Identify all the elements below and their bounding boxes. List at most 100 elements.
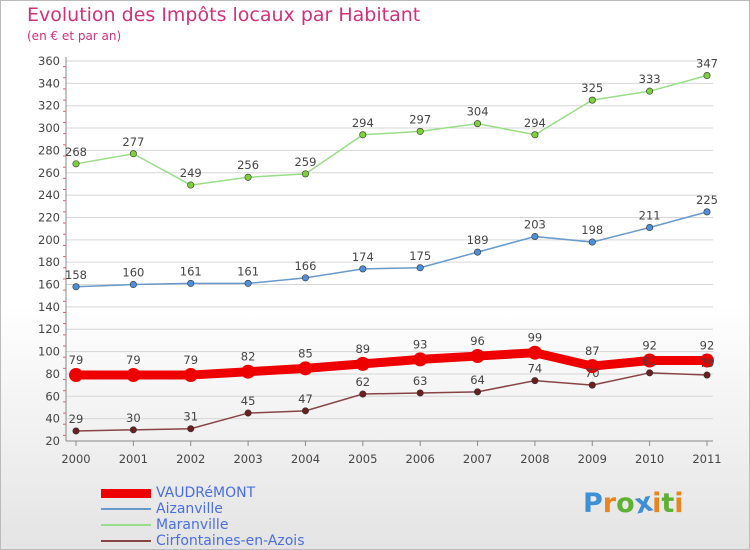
data-point <box>416 389 424 397</box>
logo-letter: t <box>661 488 675 519</box>
x-tick-label: 2006 <box>406 452 435 466</box>
data-point <box>69 368 83 383</box>
data-label: 79 <box>69 353 84 367</box>
y-tick-label: 320 <box>38 99 60 113</box>
data-point <box>244 409 252 417</box>
data-label: 96 <box>470 334 485 348</box>
data-label: 294 <box>524 116 546 130</box>
data-label: 47 <box>298 392 313 406</box>
x-tick-label: 2002 <box>176 452 205 466</box>
legend-item: Maranville <box>101 517 401 533</box>
data-label: 249 <box>180 166 202 180</box>
data-label: 268 <box>65 145 87 159</box>
chart-subtitle: (en € et par an) <box>27 29 122 43</box>
data-point <box>244 279 252 287</box>
x-tick-label: 2009 <box>578 452 607 466</box>
y-tick-label: 80 <box>45 367 60 381</box>
y-tick-label: 60 <box>45 389 60 403</box>
data-label: 304 <box>467 105 489 119</box>
legend-label: Cirfontaines-en-Azois <box>156 533 305 549</box>
data-label: 325 <box>581 81 603 95</box>
data-label: 158 <box>65 268 87 282</box>
y-tick-label: 220 <box>38 210 60 224</box>
axes: 20 40 60 80 100 120 140 160 180 200 220 240 260 280 30… <box>38 54 722 466</box>
legend-label: Aizanville <box>156 501 223 517</box>
legend-swatch <box>101 508 151 510</box>
data-point <box>183 368 198 383</box>
y-tick-label: 260 <box>38 166 60 180</box>
data-point <box>301 407 309 415</box>
data-point <box>72 427 80 435</box>
legend-item: VAUDRéMONT <box>101 485 401 501</box>
legend-item: Aizanville <box>101 501 401 517</box>
data-point <box>527 345 542 360</box>
legend: VAUDRéMONT Aizanville Maranville Cirfontain… <box>101 485 401 549</box>
series-aizanville <box>72 208 711 291</box>
logo-letter: r <box>602 488 617 519</box>
y-tick-label: 180 <box>38 255 60 269</box>
data-label: 160 <box>122 266 144 280</box>
data-point <box>129 150 137 158</box>
data-point <box>241 364 256 379</box>
legend-swatch <box>101 488 151 498</box>
data-label: 161 <box>180 264 202 278</box>
legend-swatch <box>101 524 151 526</box>
logo-letter: i <box>674 488 684 519</box>
data-label: 29 <box>69 412 84 426</box>
data-label: 297 <box>409 112 431 126</box>
x-tick-label: 2003 <box>233 452 262 466</box>
x-tick-label: 2000 <box>61 452 90 466</box>
y-tick-label: 300 <box>38 121 60 135</box>
data-label: 30 <box>126 411 141 425</box>
series-cirfontaines-en-azois <box>72 369 711 435</box>
proxiti-logo: Proxiti <box>583 487 684 521</box>
data-label: 87 <box>585 344 600 358</box>
data-point <box>470 349 485 364</box>
y-tick-label: 20 <box>45 434 60 448</box>
data-point <box>359 131 367 139</box>
data-label: 93 <box>413 337 428 351</box>
data-point <box>359 265 367 273</box>
x-tick-label: 2007 <box>463 452 492 466</box>
series-line <box>75 372 708 432</box>
data-point <box>359 390 367 398</box>
y-tick-label: 240 <box>38 188 60 202</box>
data-label: 31 <box>183 410 198 424</box>
x-tick-label: 2001 <box>119 452 148 466</box>
data-point <box>588 238 596 246</box>
data-label: 277 <box>122 135 144 149</box>
data-label: 79 <box>183 353 198 367</box>
data-label: 70 <box>585 366 600 380</box>
data-point <box>298 361 313 376</box>
data-label: 79 <box>700 356 715 370</box>
legend-label: Maranville <box>156 517 229 533</box>
x-tick-label: 2010 <box>635 452 664 466</box>
data-label: 92 <box>642 339 657 353</box>
data-point <box>703 371 711 379</box>
logo-letter: i <box>652 488 662 519</box>
data-point <box>416 264 424 272</box>
data-point <box>301 274 309 282</box>
data-point <box>588 96 596 104</box>
logo-letter: P <box>583 488 603 519</box>
y-tick-label: 280 <box>38 143 60 157</box>
data-point <box>126 368 141 383</box>
data-point <box>474 248 482 256</box>
data-point <box>585 359 600 374</box>
data-point <box>474 120 482 128</box>
data-label: 161 <box>237 264 259 278</box>
x-tick-label: 2005 <box>348 452 377 466</box>
data-label: 166 <box>294 259 316 273</box>
data-label: 189 <box>467 233 489 247</box>
data-point <box>72 283 80 291</box>
data-point <box>531 232 539 240</box>
data-label: 175 <box>409 249 431 263</box>
data-labels: 79 79 79 82 85 89 93 96 99 87 92 92 158 160 161 161 166 1… <box>65 57 718 426</box>
data-label: 256 <box>237 158 259 172</box>
data-point <box>646 87 654 95</box>
data-point <box>642 353 657 368</box>
y-tick-label: 160 <box>38 278 60 292</box>
data-label: 85 <box>298 346 313 360</box>
data-point <box>187 181 195 189</box>
